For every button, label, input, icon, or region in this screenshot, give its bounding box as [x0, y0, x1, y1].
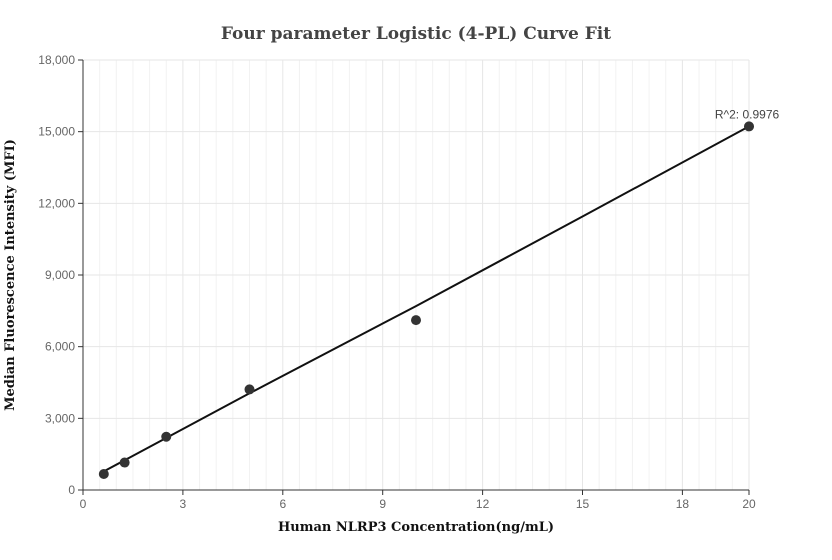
x-axis-ticks: 0 3 6 9 12 15 18 20 [80, 490, 756, 511]
y-tick-label: 0 [68, 483, 75, 497]
x-tick-label: 20 [742, 497, 756, 511]
major-gridlines [83, 59, 750, 490]
y-tick-label: 15,000 [38, 125, 75, 139]
data-point[interactable] [119, 457, 130, 468]
y-axis-ticks: 0 3,000 6,000 9,000 12,000 15,000 18,000 [38, 53, 83, 497]
x-tick-label: 6 [279, 497, 286, 511]
x-axis-title: Human NLRP3 Concentration(ng/mL) [278, 520, 554, 535]
data-point[interactable] [161, 431, 172, 442]
y-tick-label: 6,000 [45, 340, 75, 354]
fit-curve-group [103, 125, 750, 473]
data-point[interactable] [411, 315, 421, 326]
y-tick-label: 9,000 [45, 268, 75, 282]
data-point[interactable] [744, 121, 754, 132]
y-tick-label: 3,000 [45, 411, 75, 425]
y-tick-label: 12,000 [38, 196, 75, 210]
data-point[interactable] [244, 384, 255, 395]
x-tick-label: 9 [379, 497, 386, 511]
x-tick-label: 18 [676, 497, 690, 511]
fit-curve-line [103, 125, 750, 473]
y-tick-label: 18,000 [38, 53, 75, 67]
r-squared-annotation: R^2: 0.9976 [715, 107, 780, 121]
x-tick-label: 3 [180, 497, 187, 511]
chart-title: Four parameter Logistic (4-PL) Curve Fit [221, 24, 611, 44]
x-tick-label: 0 [80, 497, 87, 511]
y-axis-title: Median Fluorescence Intensity (MFI) [3, 139, 18, 411]
data-points [98, 121, 754, 479]
x-tick-label: 15 [576, 497, 590, 511]
x-tick-label: 12 [476, 497, 490, 511]
data-point[interactable] [98, 468, 109, 479]
